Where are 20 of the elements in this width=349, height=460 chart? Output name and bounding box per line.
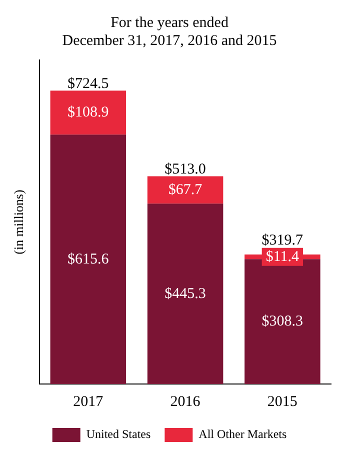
data-label: $11.4 <box>266 248 300 265</box>
chart-title: For the years ended December 31, 2017, 2016 and 2015 <box>62 14 277 49</box>
bar <box>50 90 126 135</box>
total-label: $724.5 <box>68 76 109 92</box>
data-label: $445.3 <box>164 286 206 302</box>
total-label: $513.0 <box>164 162 206 178</box>
data-label: $108.9 <box>68 104 109 121</box>
y-axis-title: (in millions) <box>11 190 26 254</box>
data-label: $308.3 <box>262 314 304 330</box>
data-label: $615.6 <box>68 251 110 268</box>
legend-label: All Other Markets <box>198 427 287 442</box>
bar <box>147 204 224 384</box>
x-tick-label: 2015 <box>267 394 298 410</box>
legend-label: United States <box>86 427 152 442</box>
bar <box>147 176 224 204</box>
total-label: $319.7 <box>262 232 304 248</box>
x-tick-label: 2016 <box>170 394 201 410</box>
bar <box>50 134 126 384</box>
x-tick-label: 2017 <box>73 394 104 410</box>
data-label: $67.7 <box>168 182 203 198</box>
